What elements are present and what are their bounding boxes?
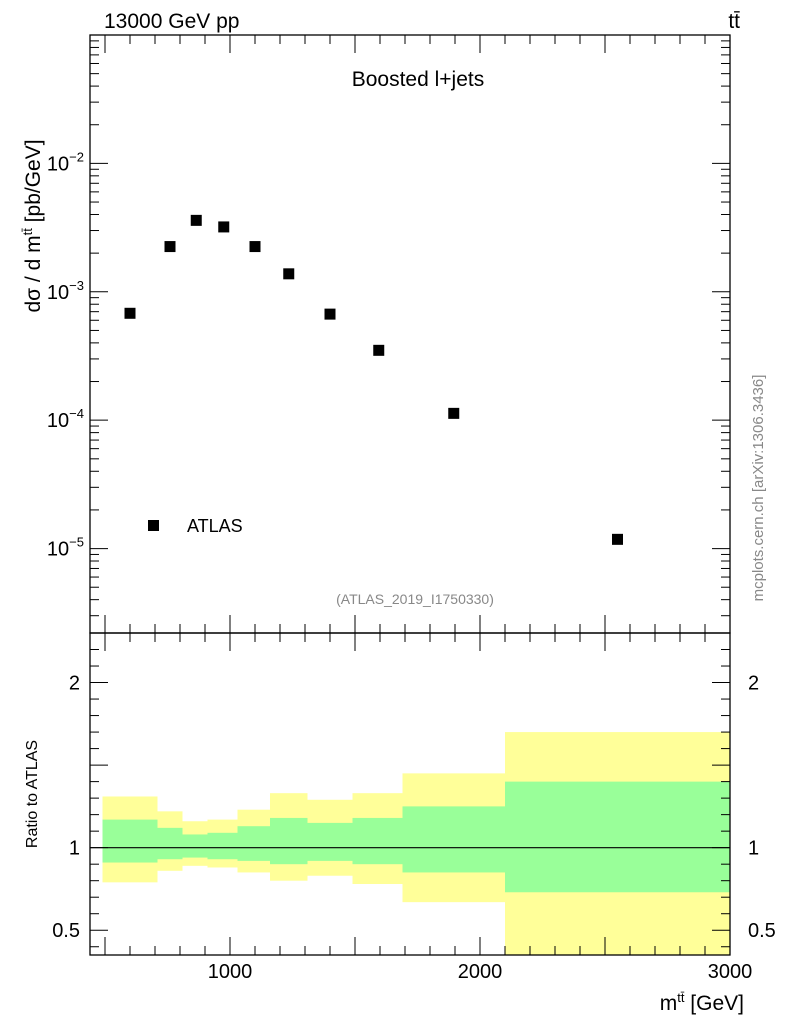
x-label-main: m bbox=[660, 992, 678, 1015]
data-point bbox=[190, 214, 202, 226]
ratio-y-tick-label-right: 1 bbox=[748, 838, 759, 860]
main-plot-y-tick-labels: 10−210−310−410−5 bbox=[47, 149, 84, 560]
data-point bbox=[164, 241, 176, 253]
x-tick-label: 2000 bbox=[458, 961, 503, 983]
x-tick-label: 3000 bbox=[708, 961, 753, 983]
inner-uncertainty-band bbox=[505, 781, 730, 893]
inner-uncertainty-band bbox=[102, 819, 158, 863]
data-point bbox=[324, 308, 336, 320]
tick-exponent: −4 bbox=[69, 406, 84, 421]
legend-label: ATLAS bbox=[187, 516, 243, 536]
main-plot-title: Boosted l+jets bbox=[352, 68, 485, 91]
inner-uncertainty-band bbox=[157, 827, 183, 860]
energy-label: 13000 GeV pp bbox=[104, 10, 239, 33]
x-axis-label: mtt̄ [GeV] bbox=[660, 990, 744, 1015]
tick-exponent: −3 bbox=[69, 278, 84, 293]
main-plot-ticks bbox=[90, 34, 731, 633]
ratio-y-tick-label-left: 0.5 bbox=[52, 920, 80, 942]
y-label-sup: tt̄ bbox=[20, 228, 35, 236]
inner-uncertainty-band bbox=[182, 834, 208, 858]
ratio-plot-frame bbox=[89, 632, 731, 956]
y-tick-label: 10−5 bbox=[47, 535, 84, 561]
y-label-unit: [pb/GeV] bbox=[22, 139, 45, 228]
main-plot-panel: 10−210−310−410−5 Boosted l+jets ATLAS (A… bbox=[20, 34, 731, 634]
x-label-sup: tt̄ bbox=[677, 990, 685, 1005]
ratio-y-tick-label-left: 2 bbox=[69, 673, 80, 695]
tick-base: 10 bbox=[47, 410, 69, 432]
main-plot-y-axis-label: dσ / d mtt̄ [pb/GeV] bbox=[20, 139, 45, 312]
data-point bbox=[283, 268, 295, 280]
tick-exponent: −2 bbox=[69, 149, 84, 164]
legend-marker bbox=[148, 520, 159, 531]
inner-uncertainty-band bbox=[207, 832, 238, 860]
data-point bbox=[612, 533, 623, 545]
inner-uncertainty-band bbox=[270, 817, 308, 865]
analysis-watermark: (ATLAS_2019_I1750330) bbox=[336, 591, 494, 607]
atlas-data-points bbox=[124, 214, 623, 545]
ratio-bands bbox=[102, 732, 730, 955]
ratio-plot-panel: 0.5 1 2 0.5 1 2 1000 2000 3000 Ratio to ATLAS mt… bbox=[24, 632, 776, 1015]
y-label-main: dσ / d m bbox=[22, 235, 45, 312]
data-point bbox=[249, 241, 261, 253]
mcplots-watermark: mcplots.cern.ch [arXiv:1306.3436] bbox=[750, 375, 767, 602]
process-label: tt̄ bbox=[728, 10, 740, 33]
inner-uncertainty-band bbox=[402, 806, 505, 873]
tick-base: 10 bbox=[47, 153, 69, 175]
data-point bbox=[448, 407, 460, 419]
inner-uncertainty-band bbox=[237, 826, 270, 861]
main-plot-frame bbox=[89, 34, 731, 634]
y-tick-label: 10−3 bbox=[47, 278, 84, 304]
ratio-y-tick-label-left: 1 bbox=[69, 838, 80, 860]
data-point bbox=[373, 344, 385, 356]
ratio-y-axis-label: Ratio to ATLAS bbox=[24, 740, 41, 848]
legend: ATLAS bbox=[148, 516, 243, 536]
tick-base: 10 bbox=[47, 539, 69, 561]
tick-exponent: −5 bbox=[69, 535, 84, 550]
tick-base: 10 bbox=[47, 282, 69, 304]
data-point bbox=[124, 307, 136, 319]
y-tick-label: 10−2 bbox=[47, 149, 84, 175]
ratio-y-tick-label-right: 2 bbox=[748, 673, 759, 695]
x-label-unit: [GeV] bbox=[684, 992, 744, 1015]
y-tick-label: 10−4 bbox=[47, 406, 84, 432]
inner-uncertainty-band bbox=[352, 817, 403, 865]
ratio-plot-ticks bbox=[90, 633, 731, 955]
data-point bbox=[218, 221, 230, 233]
x-tick-label: 1000 bbox=[208, 961, 253, 983]
ratio-y-tick-label-right: 0.5 bbox=[748, 920, 776, 942]
ratio-plot-tick-labels: 0.5 1 2 0.5 1 2 1000 2000 3000 bbox=[52, 673, 776, 983]
inner-uncertainty-band bbox=[307, 822, 353, 861]
